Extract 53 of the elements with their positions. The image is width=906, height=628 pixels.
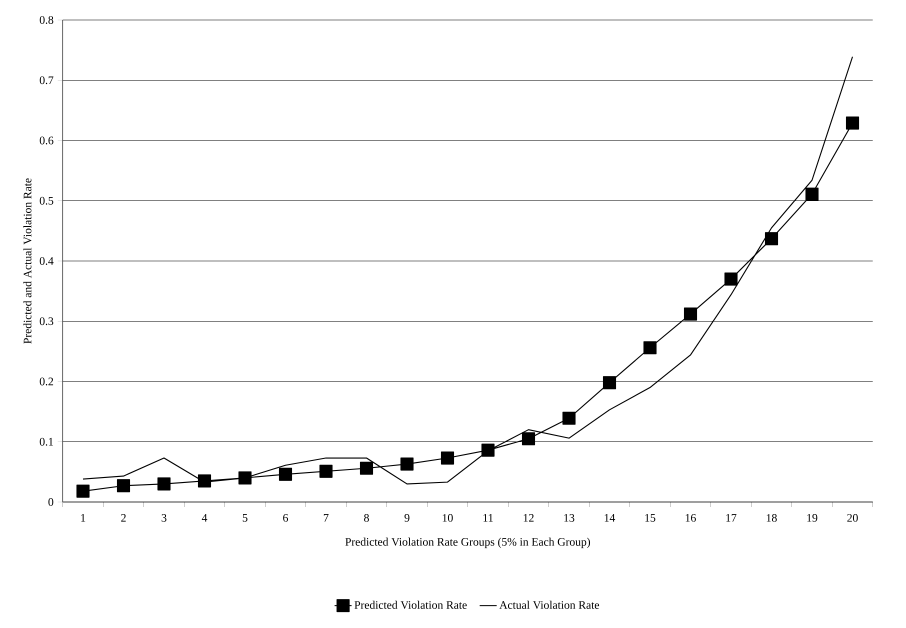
x-tick-label: 10 xyxy=(442,514,453,522)
x-tick-label: 12 xyxy=(524,514,534,522)
point xyxy=(278,468,292,481)
y-tick-label: 0 xyxy=(48,498,54,506)
x-tick-label: 4 xyxy=(202,514,208,522)
point xyxy=(643,341,657,354)
point xyxy=(522,432,536,446)
y-tick-label: 0.8 xyxy=(40,16,54,24)
x-tick-label: 20 xyxy=(847,514,858,522)
point xyxy=(684,307,698,321)
x-tick-label: 17 xyxy=(726,514,736,522)
x-tick-label: 7 xyxy=(324,514,329,522)
point xyxy=(724,272,738,286)
point xyxy=(319,464,333,478)
x-tick-label: 1 xyxy=(81,514,86,522)
x-tick-label: 14 xyxy=(604,514,616,522)
x-tick-label: 3 xyxy=(162,514,166,522)
point xyxy=(602,376,616,390)
x-tick-label: 18 xyxy=(766,514,777,522)
point xyxy=(562,412,576,425)
y-tick-label: 0.7 xyxy=(40,76,54,84)
point xyxy=(764,232,778,246)
point xyxy=(805,188,819,201)
x-tick-label: 6 xyxy=(283,514,288,522)
point xyxy=(198,474,212,488)
legend-label: Predicted Violation Rate xyxy=(354,600,467,609)
point xyxy=(400,457,414,471)
legend-label: Actual Violation Rate xyxy=(499,600,600,609)
y-tick-label: 0.6 xyxy=(40,136,54,144)
x-tick-label: 9 xyxy=(404,514,410,522)
y-tick-label: 0.4 xyxy=(40,257,54,265)
x-axis-title: Predicted Violation Rate Groups (5% in Each Group) xyxy=(345,538,590,548)
x-tick-label: 13 xyxy=(564,514,574,522)
y-axis-title: Predicted and Actual Violation Rate xyxy=(23,178,32,344)
point xyxy=(76,484,90,498)
y-tick-label: 0.2 xyxy=(40,378,54,386)
y-tick-label: 0.3 xyxy=(40,317,54,326)
point xyxy=(157,477,171,490)
y-tick-label: 0.1 xyxy=(40,438,54,446)
x-tick-label: 11 xyxy=(483,514,493,522)
x-tick-label: 15 xyxy=(645,514,656,522)
x-tick-label: 16 xyxy=(686,514,696,522)
x-tick-label: 19 xyxy=(807,514,818,522)
point xyxy=(440,451,454,465)
point xyxy=(238,471,252,484)
x-tick-label: 2 xyxy=(121,514,126,522)
y-tick-label: 0.5 xyxy=(40,196,54,205)
x-tick-label: 5 xyxy=(242,514,248,522)
point xyxy=(481,444,495,457)
point xyxy=(360,462,374,475)
point xyxy=(116,479,130,492)
x-tick-label: 8 xyxy=(364,514,369,522)
point xyxy=(846,116,860,130)
